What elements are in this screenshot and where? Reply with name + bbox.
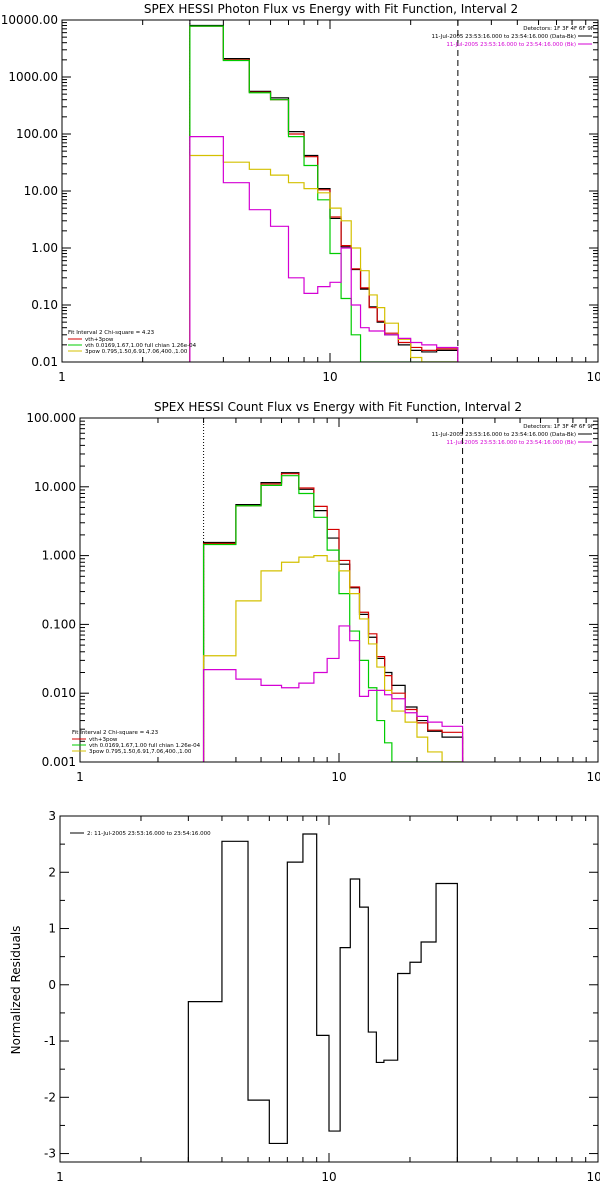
residuals-chart: 1101003210-1-2-3 Normalized Residuals 2:… — [9, 809, 600, 1184]
x-tick-label-10: 10 — [322, 370, 337, 384]
series-bk — [202, 625, 464, 762]
residual-legend-text: 2: 11-Jul-2005 23:53:16.000 to 23:54:16.… — [87, 831, 211, 837]
fit-legend-title: Fit Interval 2 Chi-square = 4.23 — [72, 730, 159, 736]
y-axis-label: Normalized Residuals — [9, 926, 23, 1055]
y-tick-label-0-001: 0.001 — [42, 755, 76, 769]
y-tick-label-0-01: 0.01 — [31, 355, 58, 369]
count-flux-chart: SPEX HESSI Count Flux vs Energy with Fit… — [26, 400, 600, 784]
y-tick-label-100-00: 100.00 — [16, 127, 58, 141]
y-tick-label-3: -3 — [44, 1147, 56, 1161]
y-tick-label-10-000: 10.000 — [34, 480, 76, 494]
plot-frame — [79, 417, 599, 763]
header-legend-bk: 11-Jul-2005 23:53:16.000 to 23:54:16.000… — [446, 440, 576, 446]
y-tick-label-0: 0 — [48, 978, 56, 992]
fit-legend-title: Fit Interval 2 Chi-square = 4.23 — [68, 330, 155, 336]
y-tick-label-10-00: 10.00 — [24, 184, 58, 198]
x-tick-label-1: 1 — [58, 370, 66, 384]
header-legend-data-bk: 11-Jul-2005 23:53:16.000 to 23:54:16.000… — [432, 34, 577, 40]
x-tick-label-100: 100 — [587, 770, 600, 784]
header-legend-bk: 11-Jul-2005 23:53:16.000 to 23:54:16.000… — [446, 42, 576, 48]
fit-legend-vth: vth 0.0169,1.67,1.00 full chian 1.26e-04 — [85, 343, 197, 349]
fit-legend-3pow: 3pow 0.795,1.50,6.91,7.06,400.,1.00 — [89, 749, 192, 755]
fit-legend-3pow: 3pow 0.795,1.50,6.91,7.06,400.,1.00 — [85, 349, 188, 355]
fit-legend-total: vth+3pow — [85, 337, 114, 343]
fit-legend-vth: vth 0.0169,1.67,1.00 full chian 1.26e-04 — [89, 743, 201, 749]
chart-title: SPEX HESSI Count Flux vs Energy with Fit… — [154, 400, 522, 414]
y-tick-label-100-000: 100.000 — [26, 411, 76, 425]
y-tick-label-0-10: 0.10 — [31, 298, 58, 312]
header-legend-data-bk: 11-Jul-2005 23:53:16.000 to 23:54:16.000… — [432, 432, 577, 438]
y-tick-label-1000-00: 1000.00 — [8, 70, 58, 84]
series-3pow — [202, 555, 463, 762]
chart-title: SPEX HESSI Photon Flux vs Energy with Fi… — [144, 2, 518, 16]
series-bk — [189, 136, 459, 362]
plot-frame — [59, 815, 599, 1163]
y-tick-label-2: -2 — [44, 1090, 56, 1104]
y-tick-label-1: -1 — [44, 1034, 56, 1048]
x-tick-label-10: 10 — [331, 770, 346, 784]
x-tick-label-100: 100 — [587, 370, 600, 384]
y-tick-label-0-010: 0.010 — [42, 686, 76, 700]
plot-frame — [61, 19, 599, 363]
x-tick-label-1: 1 — [56, 1170, 64, 1184]
y-tick-label-1: 1 — [48, 922, 56, 936]
x-tick-label-100: 100 — [587, 1170, 600, 1184]
fit-legend-total: vth+3pow — [89, 737, 118, 743]
x-tick-label-10: 10 — [321, 1170, 336, 1184]
series-3pow — [189, 154, 458, 362]
y-tick-label-10000-00: 10000.00 — [1, 13, 58, 27]
y-tick-label-0-100: 0.100 — [42, 617, 76, 631]
x-tick-label-1: 1 — [76, 770, 84, 784]
header-legend-detectors: Detectors: 1F 3F 4F 6F 9F — [523, 26, 594, 32]
y-tick-label-2: 2 — [48, 865, 56, 879]
y-tick-label-1-00: 1.00 — [31, 241, 58, 255]
y-tick-label-1-000: 1.000 — [42, 549, 76, 563]
y-tick-label-3: 3 — [48, 809, 56, 823]
photon-flux-chart: SPEX HESSI Photon Flux vs Energy with Fi… — [1, 2, 600, 384]
series-vth — [189, 25, 458, 362]
series-2-11-jul-2005-23-53-16-000-to-23-54-16-000 — [187, 833, 458, 1162]
header-legend-detectors: Detectors: 1F 3F 4F 6F 9F — [523, 424, 594, 430]
